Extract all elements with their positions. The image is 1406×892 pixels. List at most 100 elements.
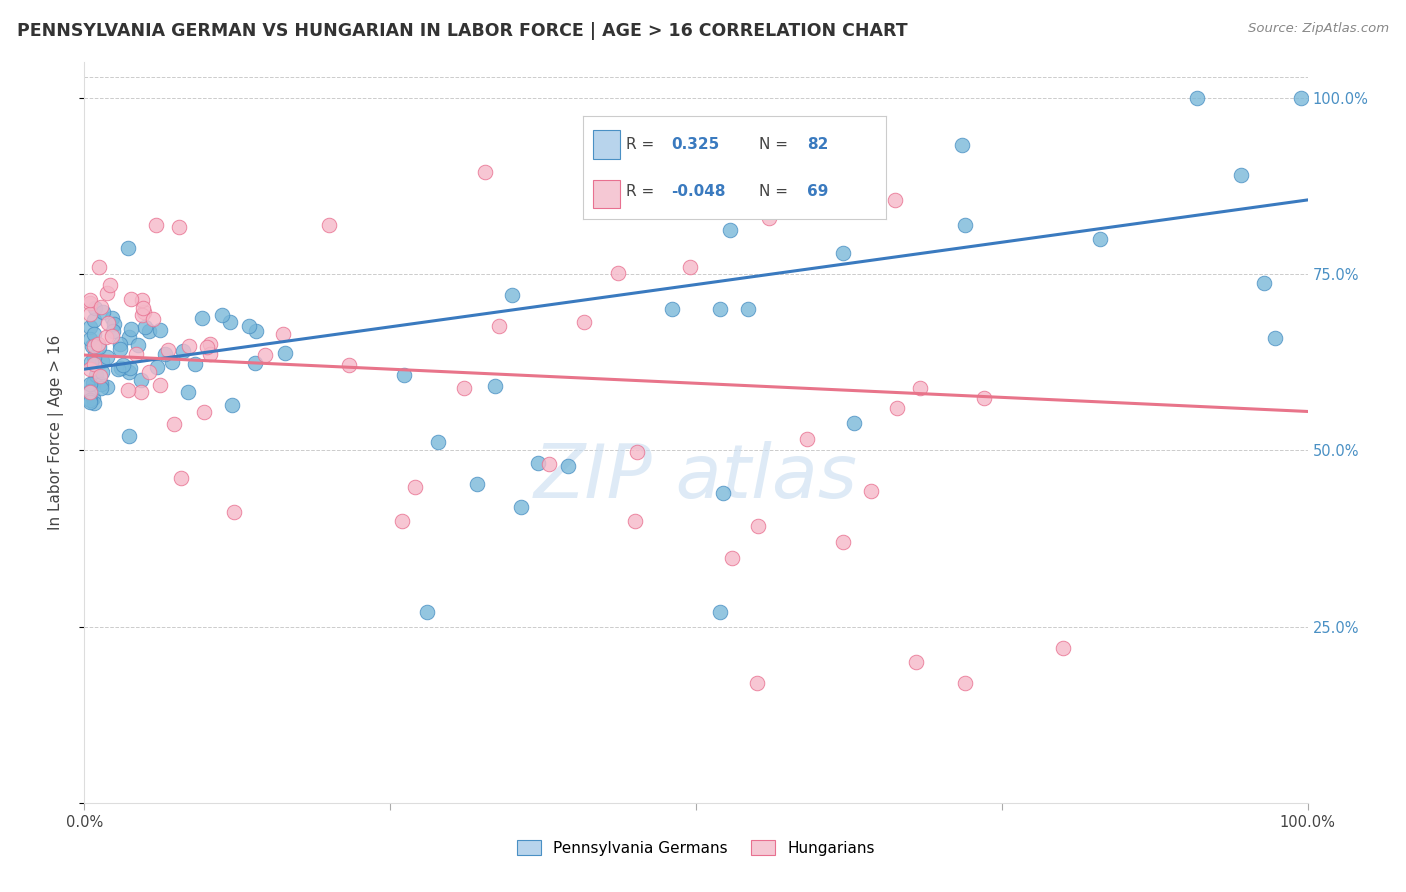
- Point: [125, 347, 148, 361]
- Point: [83, 350, 105, 364]
- Point: [79, 377, 101, 392]
- Point: [218, 315, 240, 329]
- Point: [953, 676, 976, 690]
- Point: [107, 361, 129, 376]
- Point: [87, 336, 110, 351]
- Point: [101, 310, 124, 325]
- Point: [221, 398, 243, 412]
- Point: [679, 260, 702, 275]
- Point: [134, 319, 156, 334]
- Point: [200, 347, 222, 361]
- Point: [709, 606, 731, 620]
- Point: [120, 321, 142, 335]
- Point: [859, 484, 882, 499]
- Point: [83, 396, 105, 410]
- Point: [254, 348, 277, 362]
- Point: [718, 223, 741, 237]
- Text: ZIP atlas: ZIP atlas: [534, 441, 858, 513]
- Point: [117, 241, 139, 255]
- Point: [82, 376, 104, 390]
- Point: [138, 364, 160, 378]
- Point: [90, 300, 112, 314]
- Point: [624, 514, 647, 528]
- Bar: [592, 130, 620, 159]
- Point: [103, 317, 125, 331]
- Point: [711, 486, 734, 500]
- Point: [1230, 169, 1253, 183]
- Point: [337, 358, 360, 372]
- Point: [1052, 640, 1074, 655]
- Point: [129, 373, 152, 387]
- Point: [747, 676, 769, 690]
- Point: [96, 351, 118, 365]
- Point: [453, 381, 475, 395]
- Point: [79, 361, 101, 376]
- Point: [195, 340, 218, 354]
- Point: [79, 307, 101, 321]
- Point: [79, 332, 101, 346]
- Point: [271, 326, 294, 341]
- Point: [87, 340, 110, 354]
- Y-axis label: In Labor Force | Age > 16: In Labor Force | Age > 16: [48, 335, 63, 530]
- Point: [557, 459, 579, 474]
- Point: [80, 355, 103, 369]
- Point: [606, 266, 628, 280]
- Point: [238, 319, 260, 334]
- Point: [112, 358, 135, 372]
- Point: [645, 190, 668, 204]
- Point: [117, 384, 139, 398]
- Point: [89, 260, 111, 275]
- Point: [502, 288, 524, 302]
- Point: [101, 329, 124, 343]
- Point: [96, 285, 118, 300]
- Point: [709, 302, 731, 317]
- Point: [79, 319, 101, 334]
- Point: [79, 296, 101, 310]
- Point: [156, 343, 179, 357]
- Point: [538, 458, 561, 472]
- Point: [83, 339, 105, 353]
- Point: [108, 337, 131, 351]
- Point: [211, 308, 233, 322]
- Point: [84, 301, 107, 315]
- Point: [1253, 276, 1275, 290]
- Point: [91, 365, 114, 379]
- Point: [905, 655, 928, 669]
- Point: [690, 171, 713, 186]
- Point: [97, 317, 120, 331]
- Point: [391, 514, 413, 528]
- Point: [89, 368, 111, 383]
- Point: [1264, 331, 1286, 345]
- Point: [245, 356, 267, 370]
- Point: [132, 301, 155, 315]
- Point: [626, 444, 648, 458]
- Point: [91, 353, 114, 368]
- Text: 0.325: 0.325: [671, 137, 720, 153]
- Point: [96, 380, 118, 394]
- Point: [118, 365, 141, 379]
- Point: [527, 456, 550, 470]
- Point: [842, 416, 865, 430]
- Point: [661, 302, 683, 317]
- Point: [149, 323, 172, 337]
- Point: [142, 312, 165, 326]
- Point: [973, 392, 995, 406]
- Point: [721, 551, 744, 566]
- Point: [1088, 232, 1111, 246]
- Point: [134, 305, 156, 319]
- Point: [952, 138, 974, 153]
- Text: N =: N =: [759, 137, 787, 153]
- Point: [120, 292, 142, 306]
- Point: [118, 429, 141, 443]
- Point: [886, 401, 908, 415]
- Point: [474, 165, 496, 179]
- Point: [488, 318, 510, 333]
- Point: [172, 343, 194, 358]
- Point: [222, 505, 245, 519]
- Point: [131, 293, 153, 307]
- Point: [831, 245, 853, 260]
- Text: N =: N =: [759, 185, 787, 200]
- Point: [737, 302, 759, 317]
- Text: PENNSYLVANIA GERMAN VS HUNGARIAN IN LABOR FORCE | AGE > 16 CORRELATION CHART: PENNSYLVANIA GERMAN VS HUNGARIAN IN LABO…: [17, 22, 907, 40]
- Point: [79, 384, 101, 399]
